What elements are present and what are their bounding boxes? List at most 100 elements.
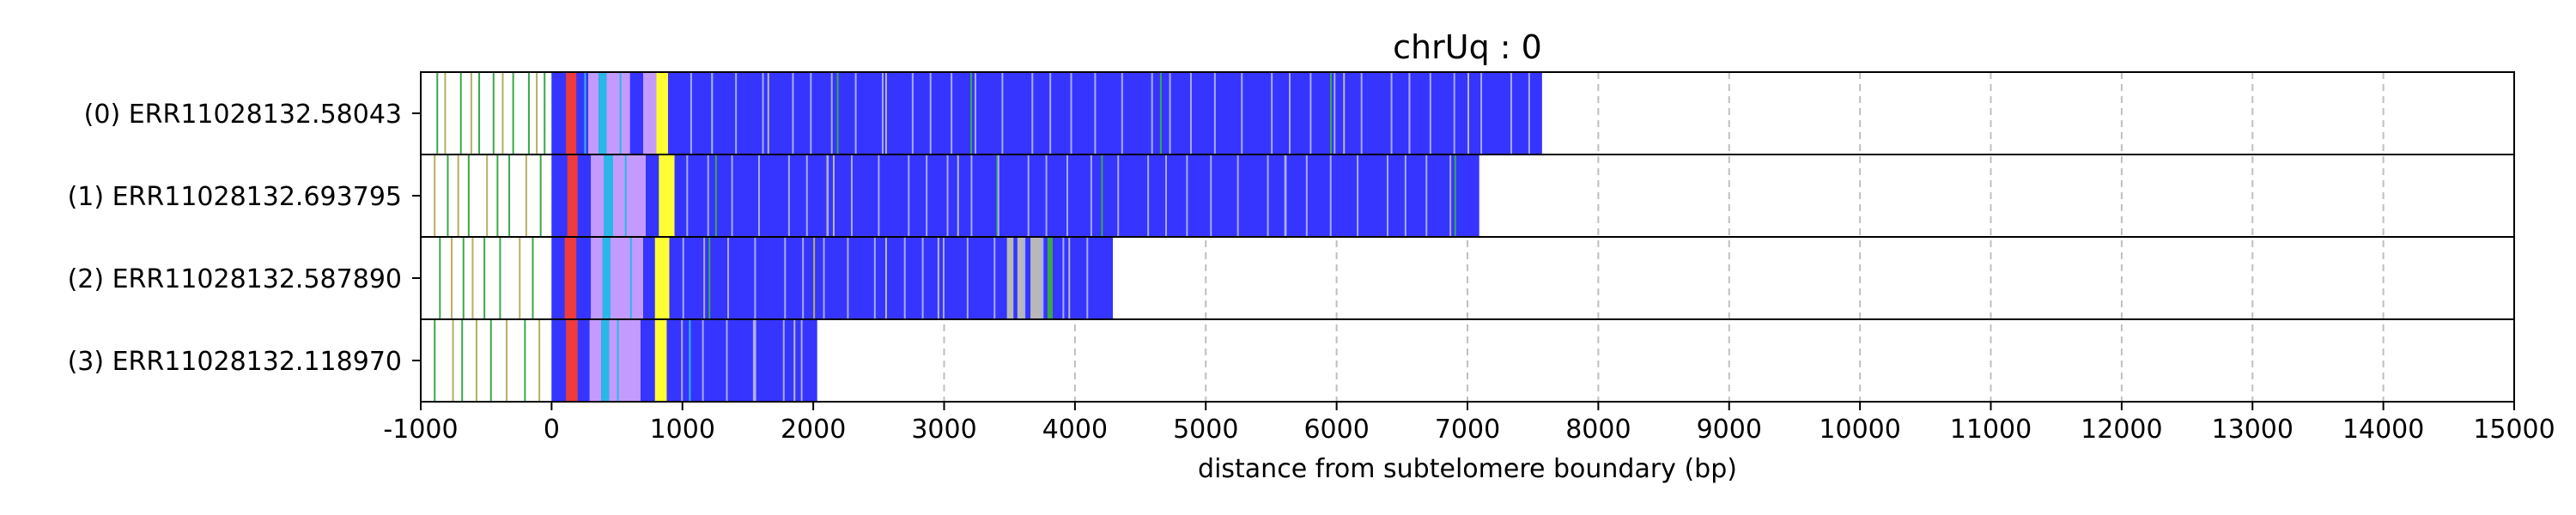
read-texture-line bbox=[903, 237, 906, 319]
read-mark bbox=[434, 154, 436, 237]
read-texture-line bbox=[1429, 72, 1431, 154]
read-texture-line bbox=[1390, 72, 1393, 154]
read-segment bbox=[551, 319, 567, 402]
read-texture-line bbox=[1086, 237, 1089, 319]
read-mark bbox=[462, 237, 465, 319]
read-mark bbox=[506, 319, 508, 402]
read-texture-line bbox=[911, 72, 914, 154]
x-tick-label: 12000 bbox=[2081, 415, 2162, 445]
read-flank-region bbox=[421, 72, 552, 154]
read-texture-line bbox=[757, 154, 760, 237]
read-track bbox=[421, 154, 1479, 237]
read-segment bbox=[576, 237, 592, 319]
x-tick-label: 11000 bbox=[1950, 415, 2032, 445]
read-texture-line bbox=[881, 72, 884, 154]
read-segment bbox=[566, 72, 577, 154]
read-mark bbox=[478, 72, 481, 154]
read-segment bbox=[577, 319, 590, 402]
read-texture-line bbox=[810, 72, 812, 154]
read-texture-line bbox=[1210, 154, 1212, 237]
x-tick-label: 7000 bbox=[1435, 415, 1500, 445]
read-texture-line bbox=[1449, 154, 1452, 237]
x-tick-label: 3000 bbox=[911, 415, 976, 445]
read-texture-line bbox=[1189, 72, 1192, 154]
read-segment bbox=[654, 319, 667, 402]
read-texture-line bbox=[1408, 72, 1411, 154]
x-tick-label: -1000 bbox=[383, 415, 458, 445]
read-mark bbox=[475, 319, 477, 402]
read-texture-line bbox=[805, 154, 808, 237]
read-mark bbox=[486, 154, 489, 237]
read-mark bbox=[532, 237, 534, 319]
read-texture-line bbox=[681, 319, 683, 402]
read-texture-line bbox=[787, 154, 790, 237]
read-mark bbox=[617, 319, 619, 402]
read-mark bbox=[512, 72, 514, 154]
read-texture-line bbox=[707, 154, 709, 237]
read-texture-line bbox=[823, 237, 825, 319]
read-texture-line bbox=[1045, 154, 1048, 237]
read-texture-line bbox=[726, 319, 728, 402]
read-segment bbox=[629, 72, 644, 154]
read-texture-line bbox=[782, 319, 785, 402]
read-segment bbox=[598, 72, 607, 154]
read-texture-line bbox=[1151, 72, 1153, 154]
read-texture-line bbox=[921, 237, 924, 319]
read-mark bbox=[501, 72, 504, 154]
read-texture-line bbox=[1453, 72, 1455, 154]
read-texture-line bbox=[854, 72, 857, 154]
read-segment bbox=[551, 154, 568, 237]
read-texture-line bbox=[1285, 154, 1287, 237]
read-texture-line bbox=[754, 237, 756, 319]
read-texture-line bbox=[929, 72, 932, 154]
read-texture-line bbox=[1360, 72, 1363, 154]
read-segment bbox=[609, 319, 641, 402]
y-tick-labels: (0) ERR11028132.58043 (1) ERR11028132.693… bbox=[68, 100, 421, 377]
read-mark bbox=[525, 154, 527, 237]
read-texture-line bbox=[942, 237, 945, 319]
read-segment bbox=[589, 319, 602, 402]
read-segment bbox=[659, 154, 675, 237]
read-texture-line bbox=[873, 237, 876, 319]
read-mark bbox=[471, 237, 474, 319]
read-mark bbox=[813, 237, 816, 319]
read-texture-line bbox=[690, 72, 692, 154]
read-segment bbox=[564, 237, 577, 319]
read-texture-line bbox=[1062, 237, 1065, 319]
read-texture-line bbox=[1066, 154, 1068, 237]
read-mark bbox=[539, 154, 542, 237]
read-texture-line bbox=[1404, 154, 1406, 237]
read-texture-line bbox=[851, 154, 854, 237]
read-track bbox=[421, 72, 1542, 154]
read-mark bbox=[461, 319, 464, 402]
read-mark bbox=[538, 319, 541, 402]
x-tick-label: 1000 bbox=[650, 415, 715, 445]
read-mark bbox=[957, 154, 959, 237]
read-mark bbox=[436, 72, 439, 154]
x-tick-label: 10000 bbox=[1819, 415, 1900, 445]
read-texture-line bbox=[1236, 154, 1239, 237]
read-track bbox=[421, 319, 817, 402]
read-mark bbox=[489, 319, 492, 402]
read-texture-line bbox=[1425, 154, 1428, 237]
read-texture-line bbox=[731, 154, 733, 237]
read-texture-line bbox=[1147, 154, 1150, 237]
read-texture-line bbox=[830, 72, 833, 154]
read-mark bbox=[452, 319, 454, 402]
read-segment bbox=[612, 154, 647, 237]
read-texture-line bbox=[975, 72, 977, 154]
read-texture-line bbox=[1309, 72, 1312, 154]
read-texture-line bbox=[1070, 72, 1072, 154]
read-texture-line bbox=[1090, 154, 1092, 237]
read-texture-line bbox=[686, 154, 689, 237]
read-mark bbox=[467, 154, 470, 237]
read-texture-line bbox=[1289, 72, 1291, 154]
read-texture-line bbox=[1024, 237, 1026, 319]
read-track bbox=[421, 237, 1114, 319]
read-segment bbox=[551, 237, 565, 319]
read-texture-line bbox=[1186, 154, 1188, 237]
read-texture-line bbox=[966, 237, 969, 319]
x-tick-label: 9000 bbox=[1697, 415, 1762, 445]
x-tick-label: 13000 bbox=[2212, 415, 2293, 445]
